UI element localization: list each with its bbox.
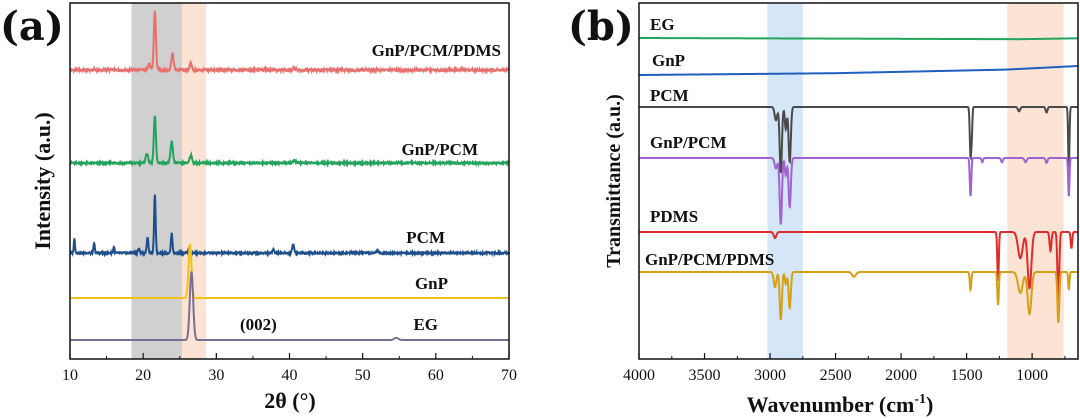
x-tick-label-b-3000: 3000 bbox=[754, 367, 786, 384]
x-axis-title-a: 2θ (°) bbox=[264, 388, 315, 413]
ftir-line-gnp-pcm bbox=[639, 157, 1078, 225]
x-tick-label-a-10: 10 bbox=[62, 367, 78, 384]
xrd-line-pcm bbox=[69, 194, 510, 258]
x-tick-label-b-1000: 1000 bbox=[1016, 367, 1048, 384]
x-axis-title-b-suffix: ) bbox=[926, 392, 933, 417]
series-label-b-gnp: GnP bbox=[652, 51, 685, 70]
series-label-b-pcm: PCM bbox=[650, 86, 689, 105]
x-axis-title-b-superscript: -1 bbox=[914, 392, 926, 407]
panel-a: 10 20 30 40 50 60 70 (a) 2θ (°) Intensity (a.u… bbox=[0, 2, 517, 413]
ftir-line-gnp-pcm-pdms bbox=[639, 271, 1078, 323]
xrd-line-gnp bbox=[70, 243, 509, 299]
annotation-a-1: (002) bbox=[240, 315, 277, 334]
x-tick-label-a-50: 50 bbox=[355, 367, 371, 384]
ftir-line-eg bbox=[639, 37, 1078, 41]
series-label-a-gnp-pcm-pdms: GnP/PCM/PDMS bbox=[372, 41, 501, 60]
panel-b: 4000 3500 3000 2500 2000 1500 1000 (b) Wavenum… bbox=[568, 2, 1079, 417]
highlight-band-b-1 bbox=[767, 3, 803, 359]
highlight-band-b-2 bbox=[1007, 3, 1064, 359]
x-axis-title-b-main: Wavenumber (cm bbox=[747, 392, 915, 417]
xrd-line-gnp-pcm bbox=[69, 115, 510, 168]
x-tick-label-b-2000: 2000 bbox=[885, 367, 917, 384]
ftir-line-pdms bbox=[639, 231, 1078, 300]
x-tick-label-b-1500: 1500 bbox=[951, 367, 983, 384]
ftir-line-pcm bbox=[639, 106, 1078, 174]
x-tick-label-b-2500: 2500 bbox=[820, 367, 852, 384]
x-tick-label-a-40: 40 bbox=[282, 367, 298, 384]
x-tick-label-a-20: 20 bbox=[135, 367, 151, 384]
panel-label-b: (b) bbox=[568, 3, 634, 50]
series-label-b-eg: EG bbox=[650, 15, 675, 34]
series-label-a-gnp-pcm: GnP/PCM bbox=[402, 140, 479, 159]
x-tick-label-b-3500: 3500 bbox=[689, 367, 721, 384]
x-tick-label-a-30: 30 bbox=[208, 367, 224, 384]
x-tick-label-b-4000: 4000 bbox=[623, 367, 655, 384]
series-label-a-pcm: PCM bbox=[406, 228, 445, 247]
xrd-line-gnp-pcm-pdms bbox=[69, 10, 510, 75]
panel-label-a: (a) bbox=[0, 3, 64, 50]
series-label-b-pdms: PDMS bbox=[650, 207, 698, 226]
y-axis-title-b: Transmittance (a.u.) bbox=[603, 94, 625, 268]
x-tick-label-a-60: 60 bbox=[428, 367, 444, 384]
x-axis-title-b: Wavenumber (cm-1) bbox=[747, 392, 934, 417]
xrd-line-eg bbox=[70, 271, 509, 341]
ftir-line-gnp bbox=[639, 65, 1079, 76]
series-label-a-eg: EG bbox=[413, 315, 438, 334]
series-label-b-gnp-pcm: GnP/PCM bbox=[650, 133, 727, 152]
x-tick-label-a-70: 70 bbox=[501, 367, 517, 384]
series-label-b-gnp-pcm-pdms: GnP/PCM/PDMS bbox=[645, 250, 774, 269]
y-axis-title-a: Intensity (a.u.) bbox=[30, 112, 55, 250]
plot-frame-b bbox=[638, 2, 1079, 360]
series-label-a-gnp: GnP bbox=[415, 274, 448, 293]
